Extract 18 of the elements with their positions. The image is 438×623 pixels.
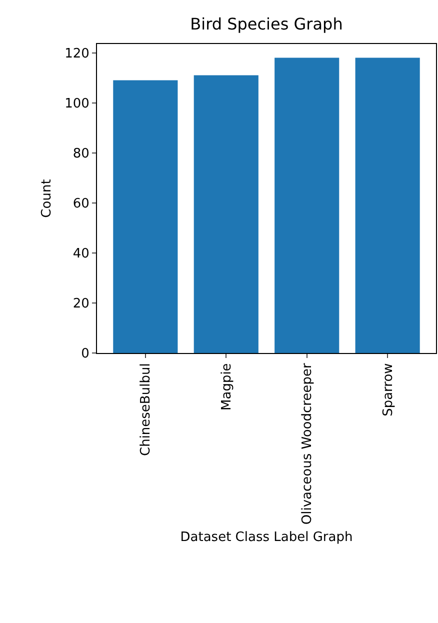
chart-title: Bird Species Graph [190, 14, 343, 34]
y-tick-label: 60 [72, 196, 90, 212]
x-tick-label: ChineseBulbul [138, 363, 154, 456]
bar [274, 58, 340, 353]
x-tick-label: Olivaceous Woodcreeper [300, 362, 316, 525]
y-tick-label: 100 [64, 96, 90, 112]
y-tick-label: 120 [64, 46, 90, 62]
x-axis-title: Dataset Class Label Graph [180, 530, 353, 546]
x-tick-label: Magpie [219, 363, 234, 410]
x-tick-label: Sparrow [380, 362, 396, 416]
y-tick-label: 0 [81, 346, 90, 362]
bar [194, 75, 258, 353]
bar [113, 80, 178, 353]
y-tick-label: 80 [72, 146, 90, 162]
y-tick-label: 20 [72, 296, 90, 312]
y-tick-label: 40 [72, 246, 90, 262]
bar [355, 58, 420, 353]
y-axis-title: Count [40, 179, 55, 218]
